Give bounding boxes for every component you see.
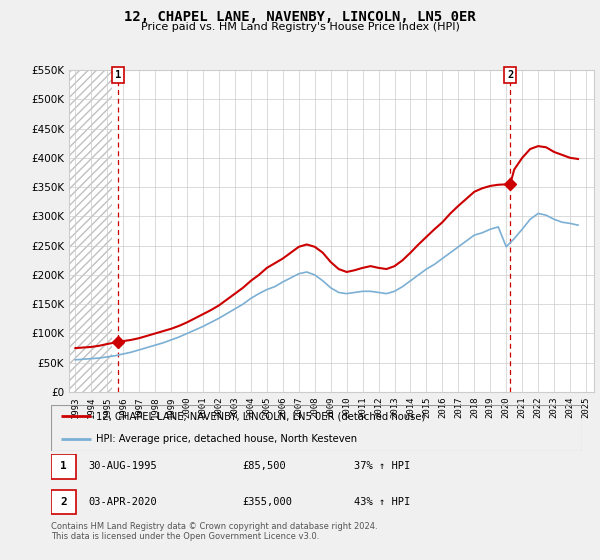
Text: 12, CHAPEL LANE, NAVENBY, LINCOLN, LN5 0ER: 12, CHAPEL LANE, NAVENBY, LINCOLN, LN5 0… xyxy=(124,10,476,24)
Text: £355,000: £355,000 xyxy=(242,497,292,507)
Text: Price paid vs. HM Land Registry's House Price Index (HPI): Price paid vs. HM Land Registry's House … xyxy=(140,22,460,32)
Text: HPI: Average price, detached house, North Kesteven: HPI: Average price, detached house, Nort… xyxy=(96,435,357,444)
Bar xyxy=(51,489,76,514)
Text: 1: 1 xyxy=(61,461,67,472)
Text: £85,500: £85,500 xyxy=(242,461,286,472)
Text: 30-AUG-1995: 30-AUG-1995 xyxy=(88,461,157,472)
Text: 1: 1 xyxy=(115,70,121,80)
Text: 03-APR-2020: 03-APR-2020 xyxy=(88,497,157,507)
Text: 2: 2 xyxy=(507,70,514,80)
Text: 43% ↑ HPI: 43% ↑ HPI xyxy=(353,497,410,507)
Text: 37% ↑ HPI: 37% ↑ HPI xyxy=(353,461,410,472)
Text: 12, CHAPEL LANE, NAVENBY, LINCOLN, LN5 0ER (detached house): 12, CHAPEL LANE, NAVENBY, LINCOLN, LN5 0… xyxy=(96,412,425,421)
Text: Contains HM Land Registry data © Crown copyright and database right 2024.
This d: Contains HM Land Registry data © Crown c… xyxy=(51,522,377,542)
Text: 2: 2 xyxy=(61,497,67,507)
Bar xyxy=(51,454,76,479)
